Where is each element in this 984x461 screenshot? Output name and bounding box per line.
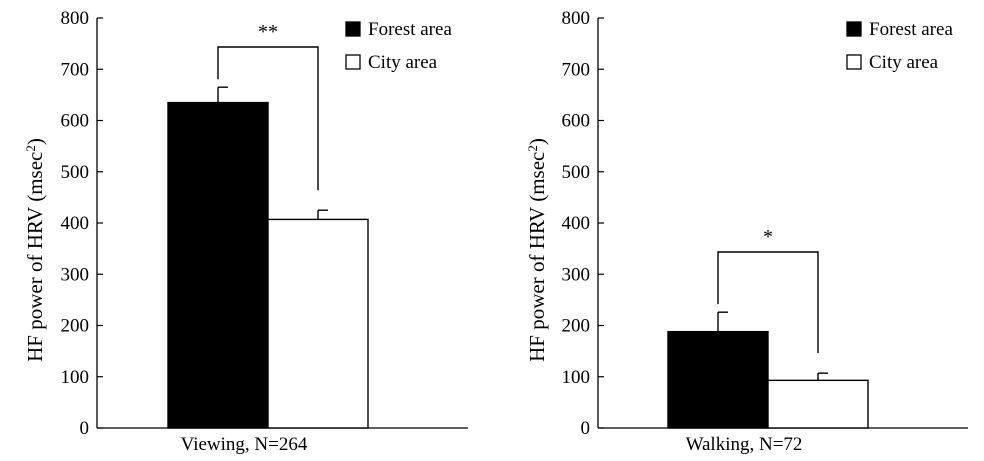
- legend-swatch: [345, 54, 361, 70]
- y-tick-label: 200: [61, 316, 90, 337]
- y-tick-label: 500: [562, 162, 591, 183]
- bar-forest-area: [667, 330, 769, 429]
- legend-swatch: [846, 21, 862, 37]
- legend-label: City area: [368, 52, 438, 73]
- legend-label: Forest area: [869, 19, 953, 40]
- significance-marker: **: [258, 21, 278, 43]
- y-tick-label: 400: [562, 213, 591, 234]
- y-tick-label: 600: [61, 111, 90, 132]
- y-axis-label: HF power of HRV (msec2): [525, 138, 550, 362]
- y-axis-label: HF power of HRV (msec2): [23, 138, 48, 362]
- chart-panel-viewing: HF power of HRV (msec2) Viewing, N=264 0…: [23, 8, 468, 455]
- significance-marker: *: [763, 226, 773, 248]
- x-axis-label: Walking, N=72: [686, 434, 803, 455]
- y-tick-label: 600: [562, 111, 591, 132]
- y-tick-label: 700: [61, 59, 90, 80]
- chart-panel-walking: HF power of HRV (msec2) Walking, N=72 0 1…: [525, 8, 968, 455]
- x-axis-label: Viewing, N=264: [181, 434, 308, 455]
- y-tick-label: 0: [581, 418, 591, 439]
- y-tick-label: 100: [61, 367, 90, 388]
- y-tick-label: 200: [562, 316, 591, 337]
- significance-bracket: [217, 46, 319, 191]
- y-tick-label: 800: [562, 8, 591, 29]
- significance-bracket: [717, 251, 819, 354]
- bar-forest-area: [167, 101, 269, 429]
- bar-city-area: [267, 218, 369, 429]
- y-tick-label: 300: [61, 264, 90, 285]
- y-tick-label: 700: [562, 59, 591, 80]
- y-tick-label: 400: [61, 213, 90, 234]
- y-tick-label: 500: [61, 162, 90, 183]
- legend-swatch: [846, 54, 862, 70]
- legend-label: Forest area: [368, 19, 452, 40]
- legend-label: City area: [869, 52, 939, 73]
- y-tick-label: 800: [61, 8, 90, 29]
- y-tick-label: 0: [80, 418, 90, 439]
- legend-swatch: [345, 21, 361, 37]
- y-tick-label: 300: [562, 264, 591, 285]
- y-tick-label: 100: [562, 367, 591, 388]
- bar-city-area: [767, 379, 869, 429]
